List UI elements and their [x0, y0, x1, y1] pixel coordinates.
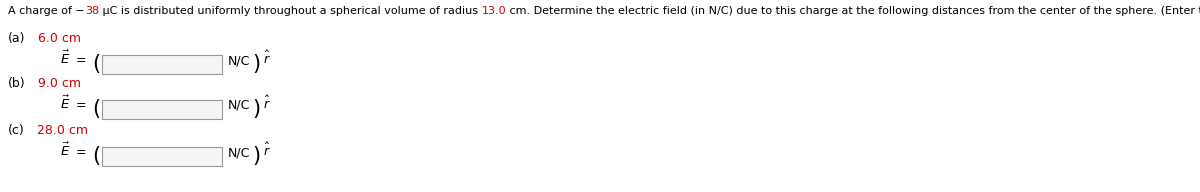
- Text: $\vec{E}$: $\vec{E}$: [60, 95, 71, 112]
- Text: (: (: [92, 146, 100, 166]
- Text: (: (: [92, 99, 100, 119]
- Text: 6.0 cm: 6.0 cm: [37, 32, 80, 45]
- Text: ): ): [252, 99, 260, 119]
- Text: (: (: [92, 54, 100, 74]
- Text: N/C: N/C: [228, 146, 251, 159]
- FancyBboxPatch shape: [102, 100, 222, 119]
- Text: =: =: [76, 54, 86, 67]
- Text: ): ): [252, 54, 260, 74]
- Text: N/C: N/C: [228, 54, 251, 67]
- Text: $\vec{E}$: $\vec{E}$: [60, 142, 71, 159]
- Text: ): ): [252, 146, 260, 166]
- Text: $\hat{r}$: $\hat{r}$: [263, 95, 270, 112]
- Text: 13.0: 13.0: [481, 6, 506, 16]
- Text: 9.0 cm: 9.0 cm: [37, 77, 80, 90]
- Text: $\hat{r}$: $\hat{r}$: [263, 142, 270, 159]
- Text: $\vec{E}$: $\vec{E}$: [60, 50, 71, 67]
- Text: 28.0 cm: 28.0 cm: [37, 124, 88, 137]
- Text: 38: 38: [85, 6, 98, 16]
- Text: $\hat{r}$: $\hat{r}$: [263, 50, 270, 67]
- Text: N/C: N/C: [228, 99, 251, 112]
- Text: cm. Determine the electric field (in N/C) due to this charge at the following di: cm. Determine the electric field (in N/C…: [506, 6, 1200, 16]
- FancyBboxPatch shape: [102, 55, 222, 74]
- Text: μC is distributed uniformly throughout a spherical volume of radius: μC is distributed uniformly throughout a…: [98, 6, 481, 16]
- Text: =: =: [76, 146, 86, 159]
- Text: (c): (c): [8, 124, 25, 137]
- Text: A charge of −: A charge of −: [8, 6, 85, 16]
- Text: =: =: [76, 99, 86, 112]
- FancyBboxPatch shape: [102, 147, 222, 166]
- Text: (b): (b): [8, 77, 25, 90]
- Text: (a): (a): [8, 32, 25, 45]
